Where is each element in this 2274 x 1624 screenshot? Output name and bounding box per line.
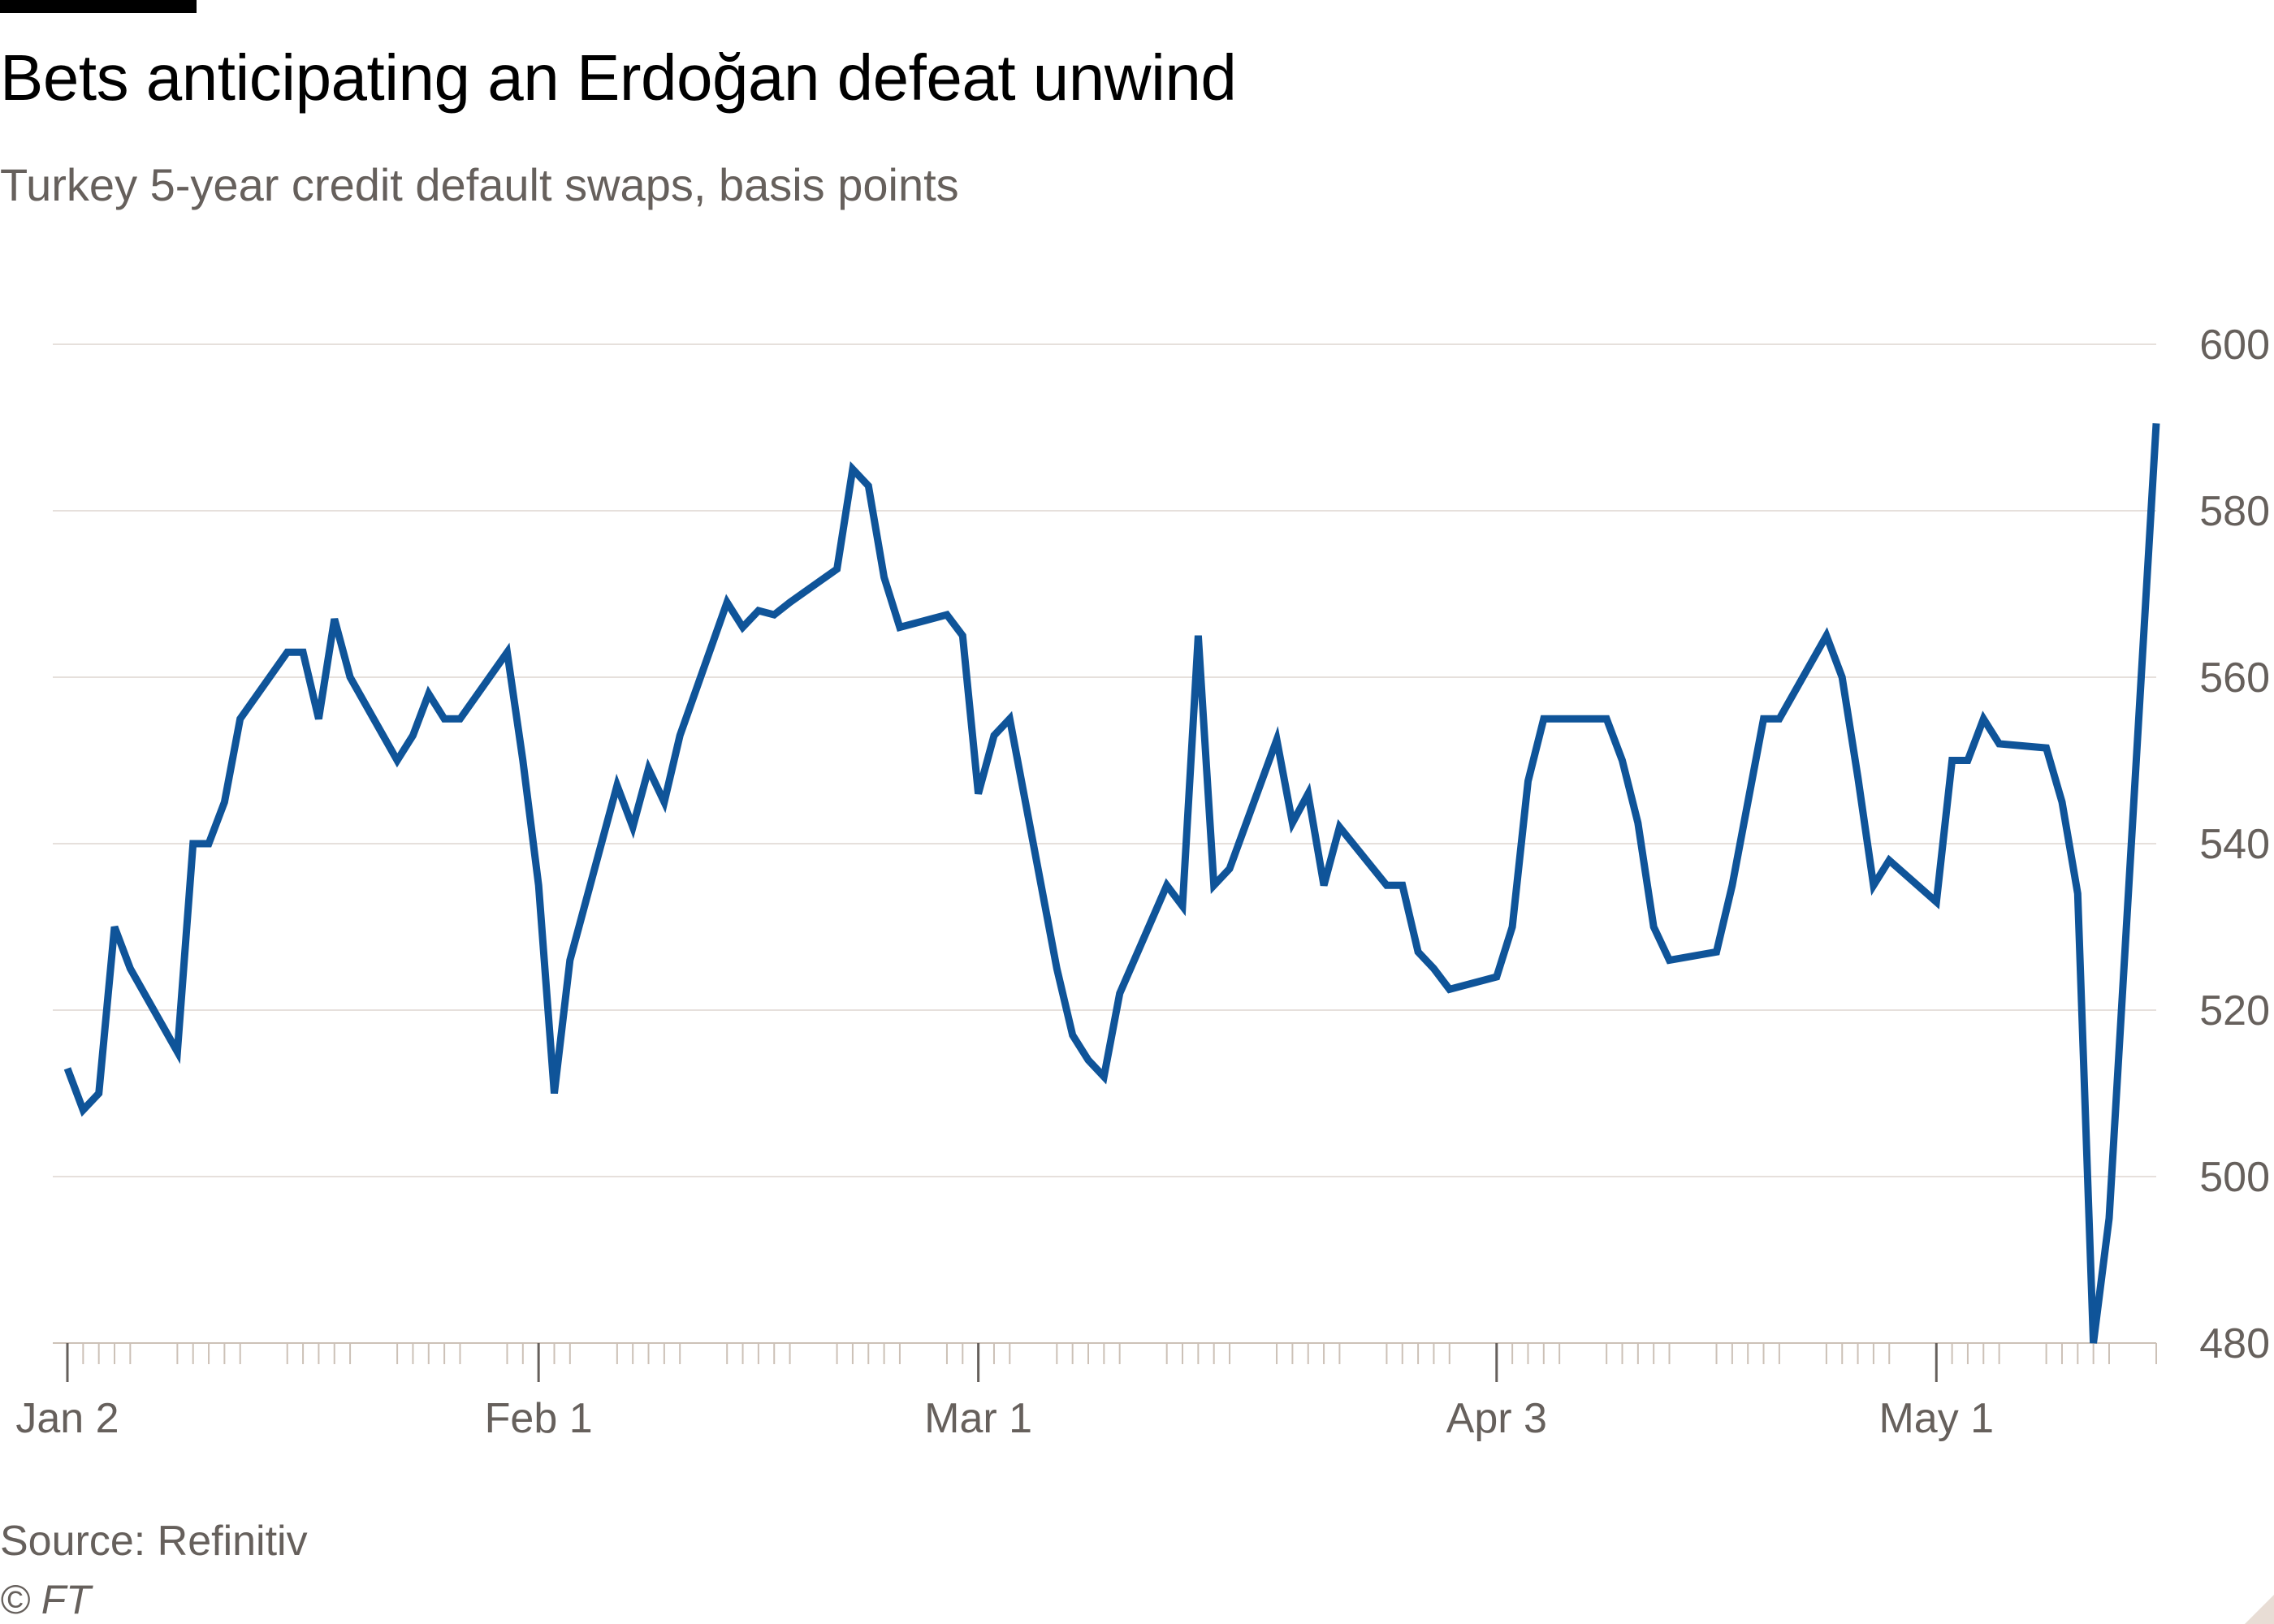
y-tick-label: 540 — [2199, 821, 2270, 868]
x-tick-label: Feb 1 — [485, 1395, 593, 1442]
x-tick-label: Mar 1 — [924, 1395, 1032, 1442]
y-tick-label: 580 — [2199, 488, 2270, 535]
source-note: Source: Refinitiv — [0, 1518, 308, 1565]
chart-subtitle: Turkey 5-year credit default swaps, basi… — [0, 159, 959, 210]
x-tick-label: Apr 3 — [1446, 1395, 1547, 1442]
x-tick-labels: Jan 2 Feb 1 Mar 1 Apr 3 May 1 — [15, 1395, 1994, 1442]
y-tick-label: 600 — [2199, 322, 2270, 369]
x-axis — [53, 1342, 2157, 1382]
gridlines — [53, 343, 2156, 1177]
copyright-note: © FT — [0, 1577, 91, 1622]
y-axis: 480 500 520 540 560 580 600 — [2199, 322, 2270, 1367]
y-tick-label: 560 — [2199, 654, 2270, 702]
series-group — [63, 423, 2160, 1344]
cds-series-line — [63, 423, 2160, 1344]
y-tick-label: 480 — [2199, 1320, 2270, 1367]
y-tick-label: 500 — [2199, 1154, 2270, 1201]
chart-title: Bets anticipating an Erdoğan defeat unwi… — [0, 41, 1237, 114]
x-tick-label: Jan 2 — [15, 1395, 119, 1442]
brand-bar — [0, 0, 197, 13]
y-tick-label: 520 — [2199, 987, 2270, 1034]
x-tick-label: May 1 — [1878, 1395, 1994, 1442]
corner-fold-icon — [2245, 1595, 2274, 1624]
